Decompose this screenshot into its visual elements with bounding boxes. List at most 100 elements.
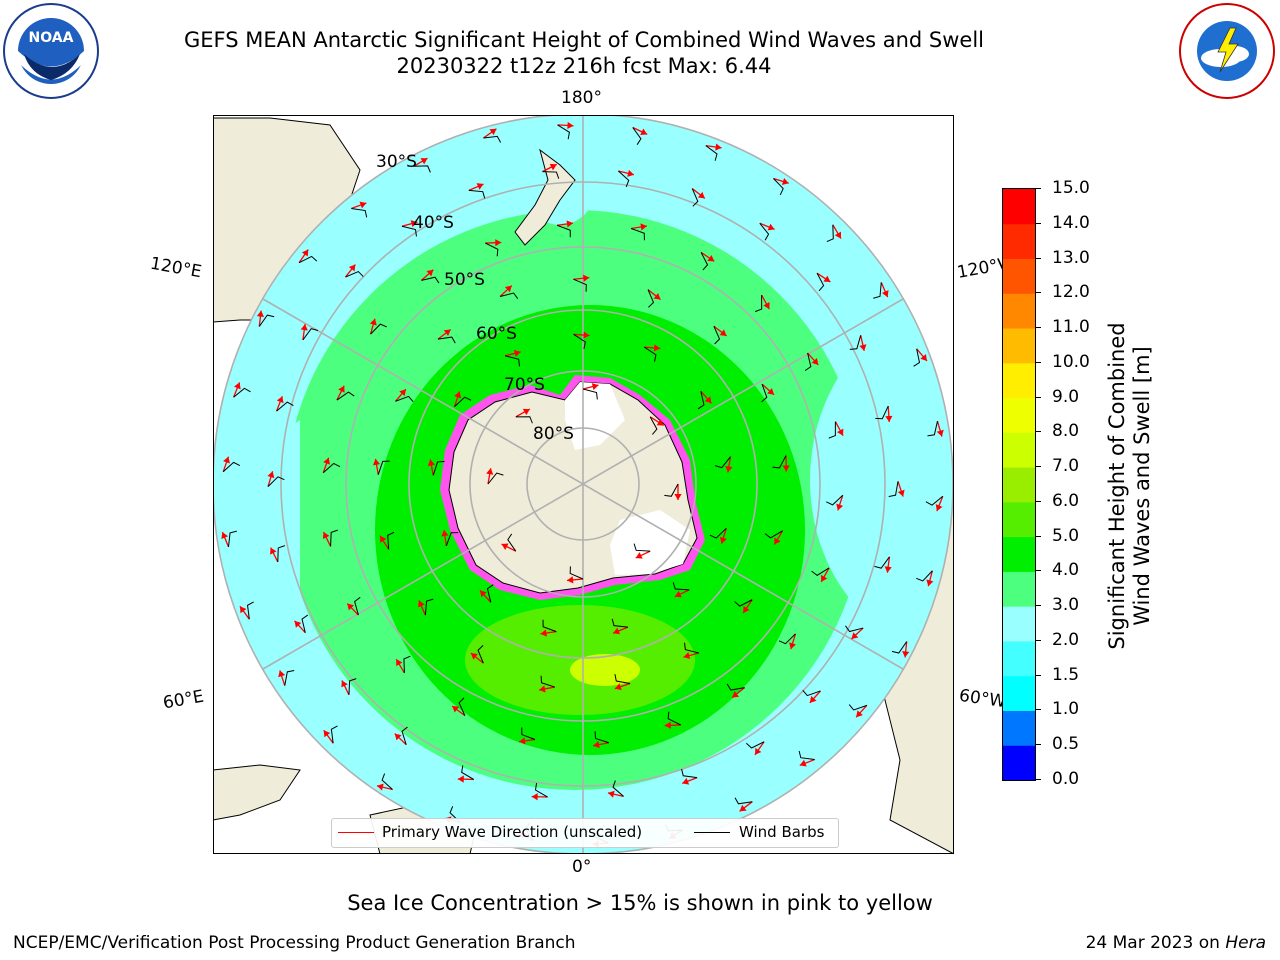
- colorbar-segment: [1003, 328, 1035, 364]
- wind-barb: [246, 601, 254, 620]
- wave-arrowhead: [781, 178, 789, 185]
- sea-ice-note: Sea Ice Concentration > 15% is shown in …: [347, 891, 933, 915]
- wave-arrowhead: [348, 264, 356, 272]
- colorbar-tick-mark: [1035, 431, 1041, 433]
- wave-arrowhead: [399, 389, 406, 397]
- wind-barb: [540, 675, 555, 688]
- wave-arrowhead: [583, 331, 590, 339]
- wind-barb: [421, 276, 440, 284]
- wind-barb: [354, 596, 361, 616]
- colorbar-tick-mark: [1035, 361, 1041, 363]
- wind-barb-swatch: [694, 832, 730, 833]
- wind-barb: [772, 455, 787, 469]
- wind-barb: [816, 272, 825, 292]
- wave-arrowhead: [811, 358, 819, 365]
- wind-barb: [705, 145, 718, 161]
- wind-barb: [826, 224, 834, 242]
- wind-barb: [413, 165, 431, 173]
- colorbar-segment: [1003, 467, 1035, 503]
- wind-barb: [630, 228, 645, 241]
- wind-barb: [556, 224, 571, 238]
- wind-barb: [432, 461, 445, 476]
- lat-label-40s: 40°S: [413, 213, 454, 233]
- wave-arrowhead: [754, 747, 762, 755]
- wave-arrowhead: [276, 396, 284, 404]
- wave-arrowhead: [323, 730, 331, 738]
- wave-arrowhead: [683, 652, 691, 660]
- wind-barb: [611, 618, 628, 628]
- wave-arrowhead: [396, 659, 403, 667]
- colorbar-segment: [1003, 675, 1035, 711]
- wave-arrowhead: [376, 783, 384, 791]
- lon-label-0: 0°: [572, 857, 592, 877]
- wave-arrowhead: [936, 429, 944, 437]
- colorbar-tick-label: 4.0: [1052, 560, 1080, 581]
- wind-barb: [888, 481, 899, 498]
- wind-barb: [461, 765, 475, 780]
- colorbar-tick-mark: [1035, 535, 1041, 537]
- wind-barb: [845, 625, 864, 633]
- wave-arrowhead: [489, 128, 497, 136]
- wind-barb: [454, 396, 472, 408]
- wave-arrowhead: [881, 290, 889, 298]
- wind-barb: [569, 566, 584, 580]
- colorbar-segment: [1003, 640, 1035, 677]
- wind-barb: [483, 135, 502, 143]
- wave-arrowhead: [682, 777, 690, 785]
- wind-barb: [713, 326, 721, 345]
- wave-arrowhead: [583, 274, 590, 282]
- wave-arrowhead: [607, 790, 615, 798]
- wind-barb: [222, 461, 241, 473]
- wind-barb: [697, 391, 705, 410]
- wave-arrowhead: [697, 191, 705, 199]
- wave-arrowhead: [635, 552, 643, 559]
- wave-arrowhead: [566, 220, 573, 228]
- colorbar-tick-mark: [1035, 605, 1041, 607]
- wind-barb: [681, 768, 698, 779]
- wind-barb: [667, 711, 681, 726]
- wave-arrowhead: [531, 793, 538, 801]
- wind-barb: [370, 323, 387, 335]
- wind-barb: [875, 405, 889, 420]
- wave-arrowhead: [294, 620, 302, 628]
- wave-arrowhead: [322, 532, 330, 540]
- wind-barb: [891, 641, 908, 654]
- wind-barb: [849, 335, 862, 350]
- wind-barb: [387, 531, 395, 550]
- colorbar-tick-label: 15.0: [1052, 178, 1090, 198]
- colorbar-segment: [1003, 571, 1035, 607]
- wave-arrowhead: [767, 223, 775, 231]
- wind-barb: [233, 387, 251, 398]
- wave-arrowhead: [470, 653, 478, 660]
- wave-arrowhead: [380, 535, 387, 543]
- lon-label-120e: 120°E: [148, 253, 204, 283]
- wind-barb: [647, 289, 655, 308]
- wave-arrowhead: [674, 494, 682, 500]
- lon-label-180: 180°: [561, 88, 602, 108]
- wind-barb: [573, 333, 586, 349]
- wave-arrowhead: [743, 605, 750, 613]
- nws-logo: [1178, 2, 1276, 100]
- wind-barb: [804, 352, 812, 372]
- wave-direction-label: Primary Wave Direction (unscaled): [382, 823, 643, 841]
- wave-arrowhead: [372, 458, 381, 466]
- wave-arrowhead: [233, 382, 241, 390]
- colorbar-tick-mark: [1035, 327, 1041, 329]
- wind-barb: [515, 416, 533, 424]
- wind-barb: [925, 495, 944, 506]
- wind-barb: [594, 731, 610, 744]
- wind-barb: [403, 655, 411, 673]
- wind-barb: [485, 242, 499, 257]
- wind-barb: [228, 530, 237, 547]
- wind-barb: [345, 270, 364, 278]
- wave-arrowhead: [774, 537, 781, 545]
- wind-barb: [802, 689, 821, 697]
- lat-label-50s: 50°S: [444, 270, 485, 290]
- wave-arrowhead: [256, 310, 265, 317]
- wind-barb: [828, 421, 836, 439]
- colorbar: [1002, 188, 1036, 781]
- lat-label-60s: 60°S: [476, 324, 517, 344]
- colorbar-tick-mark: [1035, 500, 1041, 502]
- colorbar-tick-label: 8.0: [1052, 421, 1080, 442]
- wave-arrowhead: [522, 408, 530, 416]
